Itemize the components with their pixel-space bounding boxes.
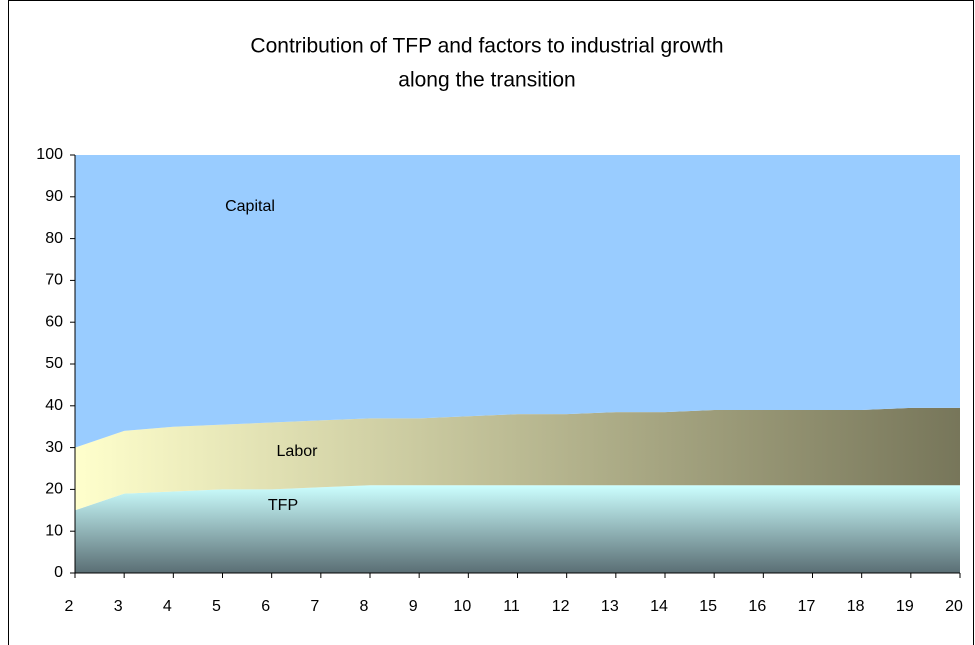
x-tick-label: 6: [261, 598, 270, 615]
x-tick-label: 12: [552, 598, 570, 615]
x-tick-label: 20: [945, 598, 963, 615]
x-tick-label: 13: [601, 598, 619, 615]
x-tick-label: 15: [699, 598, 717, 615]
y-tick-label: 90: [45, 188, 63, 205]
y-tick-label: 80: [45, 230, 63, 247]
y-tick-label: 40: [45, 397, 63, 414]
x-tick-label: 19: [896, 598, 914, 615]
x-tick-label: 4: [163, 598, 172, 615]
x-tick-label: 5: [212, 598, 221, 615]
frame: [8, 0, 974, 645]
x-tick-label: 8: [360, 598, 369, 615]
area: [75, 485, 960, 573]
area: [75, 407, 960, 511]
y-tick-label: 20: [45, 481, 63, 498]
y-tick-label: 60: [45, 313, 63, 330]
x-tick-label: 3: [114, 598, 123, 615]
y-tick-label: 0: [54, 564, 63, 581]
series-label: TFP: [268, 497, 298, 514]
y-tick-label: 30: [45, 439, 63, 456]
x-tick-label: 11: [503, 598, 520, 615]
series-label: Labor: [277, 443, 319, 460]
x-tick-label: 14: [650, 598, 668, 615]
y-tick-label: 100: [36, 146, 63, 163]
x-tick-label: 2: [65, 598, 74, 615]
y-tick-label: 70: [45, 272, 63, 289]
series-label: Capital: [225, 198, 275, 215]
x-tick-label: 16: [748, 598, 766, 615]
x-tick-label: 7: [310, 598, 319, 615]
x-tick-label: 18: [847, 598, 865, 615]
chart-title: along the transition: [398, 69, 575, 92]
area: [75, 155, 960, 448]
y-tick-label: 50: [45, 355, 63, 372]
x-tick-label: 17: [798, 598, 816, 615]
x-tick-label: 9: [409, 598, 418, 615]
chart-title: Contribution of TFP and factors to indus…: [250, 35, 723, 58]
y-tick-label: 10: [45, 522, 63, 539]
x-tick-label: 10: [453, 598, 471, 615]
